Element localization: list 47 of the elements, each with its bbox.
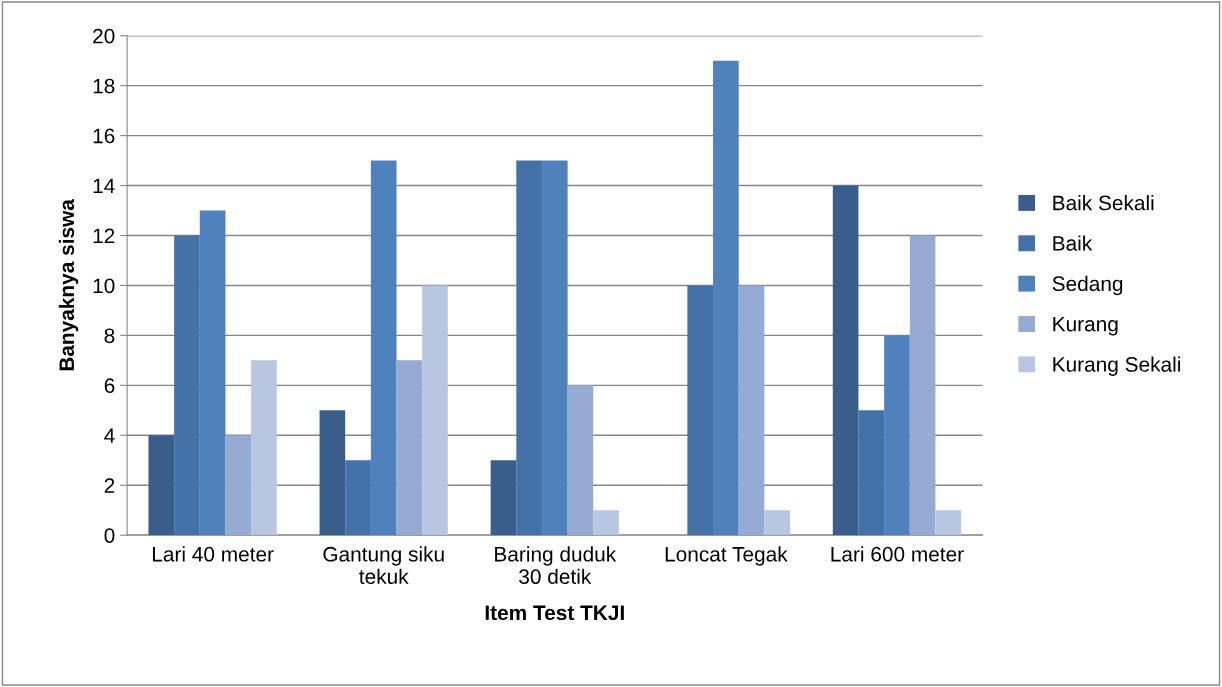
bar xyxy=(935,510,962,536)
y-tick-label: 16 xyxy=(93,128,115,144)
bar xyxy=(516,160,542,536)
bar xyxy=(319,410,346,536)
y-tick-label: 4 xyxy=(104,428,115,443)
x-tick-label: Gantung siku tekuk xyxy=(323,546,444,585)
y-tick-label: 20 xyxy=(93,28,115,44)
bar xyxy=(713,60,739,536)
y-tick-label: 0 xyxy=(104,528,115,543)
bar xyxy=(764,510,791,536)
y-tick-label: 2 xyxy=(104,478,115,493)
bar xyxy=(909,235,936,536)
y-tick-label: 10 xyxy=(93,278,115,294)
y-tick-label: 6 xyxy=(104,378,115,394)
bar xyxy=(593,510,619,536)
legend-label: Sedang xyxy=(1052,275,1123,296)
bar xyxy=(345,460,371,536)
x-axis-title: Item Test TKJI xyxy=(485,605,624,621)
bar xyxy=(858,410,885,536)
bar xyxy=(738,285,765,536)
y-tick-label: 18 xyxy=(93,78,115,94)
x-tick-label: Lari 600 meter xyxy=(831,546,964,562)
bar xyxy=(148,435,175,536)
legend-label: Baik Sekali xyxy=(1053,195,1154,211)
x-tick-label: Loncat Tegak xyxy=(665,546,788,566)
y-tick-label: 14 xyxy=(93,178,115,194)
bar xyxy=(370,160,397,536)
x-tick-label: Baring duduk 30 detik xyxy=(495,546,617,585)
bar xyxy=(567,385,594,536)
y-tick-label: 8 xyxy=(104,328,115,344)
legend-label: Kurang Sekali xyxy=(1053,356,1180,376)
legend-label: Baik xyxy=(1053,235,1093,251)
bar xyxy=(174,235,200,536)
bar xyxy=(541,160,568,536)
y-axis-title: Banyaknya siswa xyxy=(58,199,79,371)
bar xyxy=(490,460,517,536)
bar xyxy=(422,285,448,536)
bar xyxy=(832,185,859,536)
bar xyxy=(396,360,423,536)
x-tick-label: Lari 40 meter xyxy=(152,546,274,562)
bar xyxy=(884,335,910,536)
y-tick-label: 12 xyxy=(93,228,115,244)
legend-label: Kurang xyxy=(1053,316,1118,336)
bar xyxy=(225,435,252,536)
bar xyxy=(687,285,714,536)
bar xyxy=(251,360,277,536)
bar xyxy=(199,210,226,536)
